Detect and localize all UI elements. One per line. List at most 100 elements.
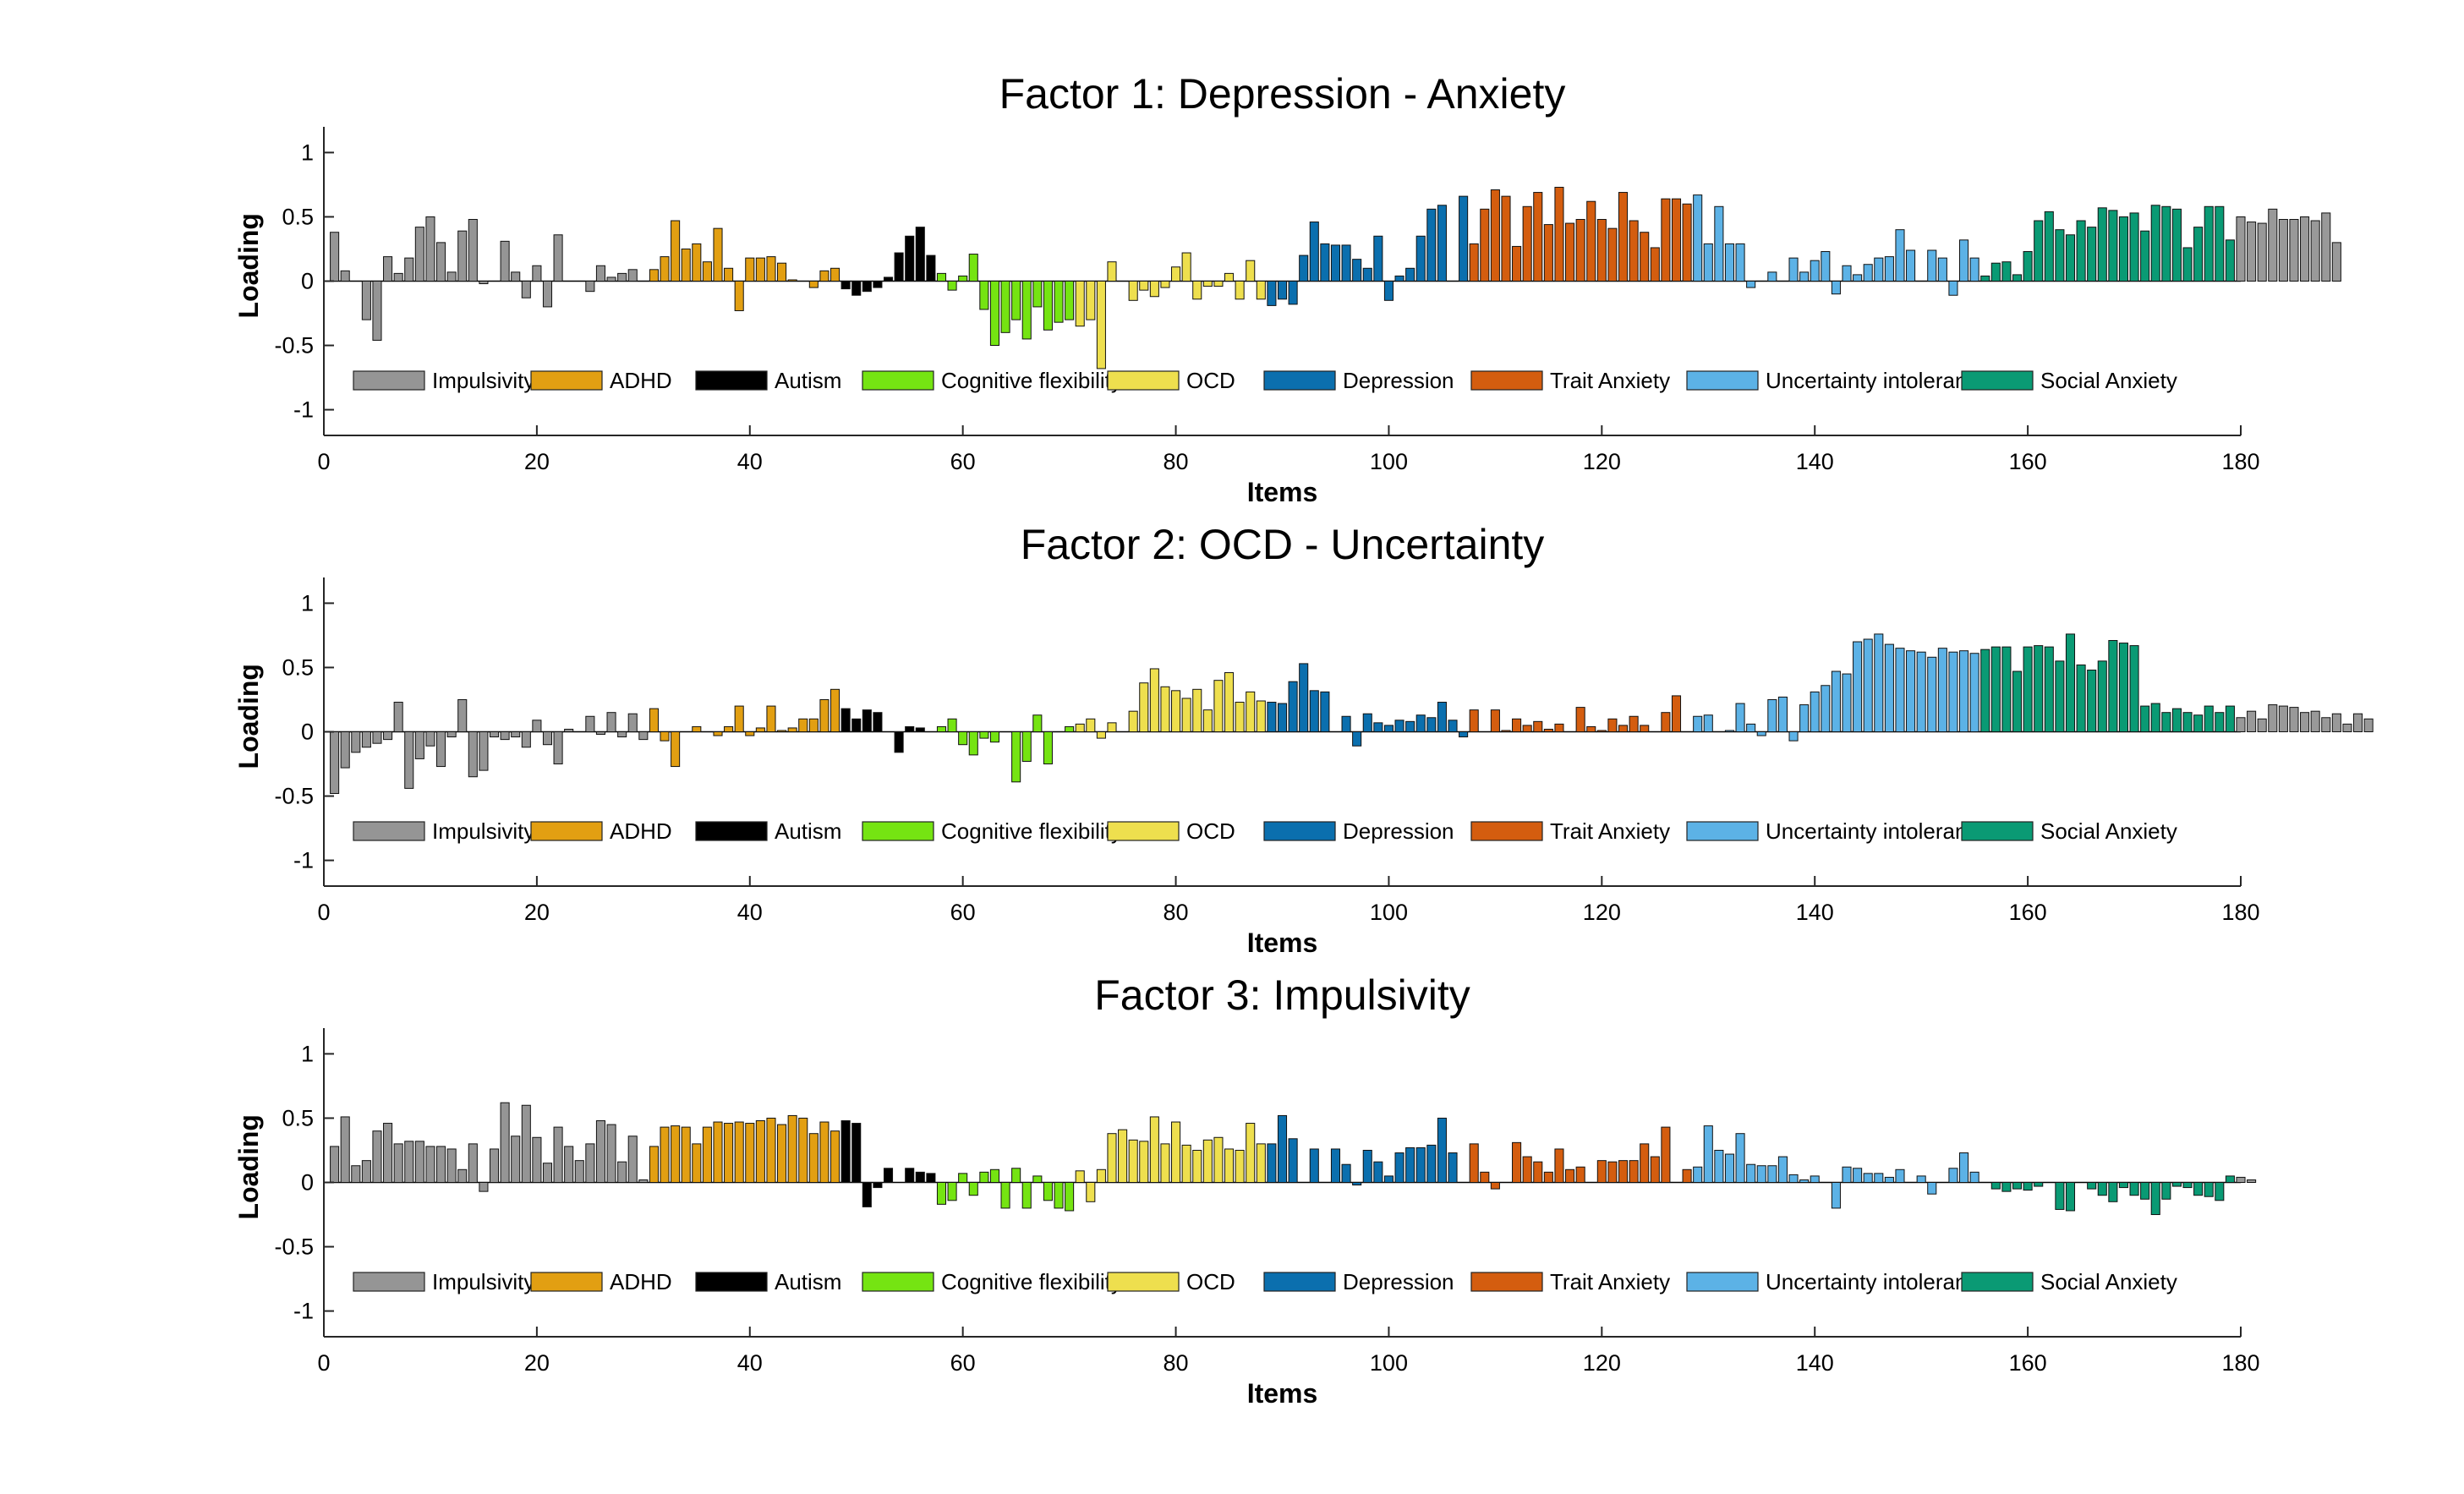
legend-swatch (862, 821, 934, 841)
bar (425, 216, 435, 282)
legend-swatch (530, 370, 603, 391)
bar (1554, 723, 1564, 733)
bar (1213, 680, 1224, 732)
bar (414, 1141, 424, 1183)
bar (2161, 205, 2171, 282)
bar (1235, 1149, 1245, 1183)
bar (1490, 709, 1500, 733)
bar (1746, 1163, 1756, 1183)
panel-1: Factor 1: Depression - Anxiety 1 0.5 0 -0.5 -… (233, 70, 2341, 507)
bar (1831, 281, 1841, 295)
bar (2236, 717, 2246, 733)
bar (947, 718, 957, 732)
y-tick-label: -0.5 (274, 1234, 314, 1260)
bar (1448, 1152, 1458, 1184)
bar (1299, 254, 1309, 282)
bar (468, 1143, 478, 1184)
x-tick-label: 0 (317, 1350, 330, 1376)
bar (649, 269, 659, 282)
bar (414, 731, 424, 759)
bar (1202, 709, 1213, 733)
bar (1596, 730, 1607, 732)
bar (2310, 710, 2320, 732)
bar (1810, 691, 1820, 732)
bar (1086, 1182, 1096, 1202)
bar (2118, 643, 2128, 732)
bar (1543, 1171, 1553, 1183)
bar (1501, 195, 1511, 282)
bar (873, 712, 883, 733)
bar (1330, 244, 1341, 282)
bar (2001, 1182, 2012, 1192)
bar (2087, 227, 2097, 282)
bar (1139, 682, 1149, 733)
legend-swatch (1470, 370, 1543, 391)
bar (1596, 1160, 1607, 1184)
legend-swatch (1961, 370, 2034, 391)
bar (777, 1124, 787, 1184)
y-axis-label: Loading (233, 1114, 264, 1219)
bar (1267, 702, 1277, 733)
x-tick-label: 40 (737, 900, 763, 925)
bar (1043, 731, 1053, 765)
bar (1394, 275, 1404, 282)
x-tick-label: 20 (524, 1350, 550, 1376)
bar (1629, 220, 1639, 282)
bar (2023, 251, 2033, 282)
bar (1309, 222, 1319, 282)
bar (2193, 1182, 2204, 1196)
x-tick-label: 40 (737, 1350, 763, 1376)
bar (1906, 249, 1916, 282)
bar (2129, 1182, 2139, 1196)
bar (1469, 1143, 1479, 1184)
bar (1021, 1182, 1032, 1209)
bar (1543, 728, 1553, 733)
bar (2225, 705, 2235, 733)
bar (393, 272, 403, 282)
bar (660, 731, 670, 742)
bar (1086, 281, 1096, 320)
bar (1767, 271, 1777, 282)
bar (1373, 722, 1383, 732)
bar (1107, 261, 1117, 282)
bar (2065, 633, 2076, 732)
bar (511, 1136, 521, 1183)
bar (500, 731, 510, 741)
bar (808, 1133, 819, 1183)
legend-swatch (862, 370, 934, 391)
bar (1895, 229, 1905, 282)
bar (1863, 264, 1873, 282)
legend-swatch (695, 821, 768, 841)
bar (798, 1117, 808, 1183)
y-tick-label: 0.5 (282, 1105, 314, 1130)
legend-swatch (1686, 1272, 1759, 1292)
bar (617, 731, 627, 738)
legend: Impulsivity ADHD Autism Cognitive flexibili… (353, 818, 2177, 844)
bar (2034, 220, 2044, 282)
bar (393, 702, 403, 733)
bar (1980, 275, 1990, 282)
bar (1043, 1182, 1053, 1201)
bar (1969, 257, 1979, 282)
bar (851, 1123, 862, 1184)
bar (1842, 265, 1852, 282)
bar (660, 1126, 670, 1183)
bar (1352, 259, 1362, 282)
bar (2150, 1182, 2160, 1216)
bar (1735, 243, 1745, 282)
bar (936, 725, 947, 732)
bar (1874, 1173, 1884, 1183)
bar (958, 1173, 968, 1183)
bar (2108, 640, 2118, 733)
bar (915, 227, 925, 282)
bar (830, 688, 840, 732)
bar (2044, 646, 2054, 733)
bar (1810, 260, 1820, 282)
bar (1011, 281, 1021, 320)
bar (638, 731, 649, 741)
bar (1650, 247, 1660, 282)
bar (564, 728, 574, 733)
legend-swatch (1961, 1272, 2034, 1292)
bar (777, 262, 787, 282)
bar (1032, 281, 1043, 308)
